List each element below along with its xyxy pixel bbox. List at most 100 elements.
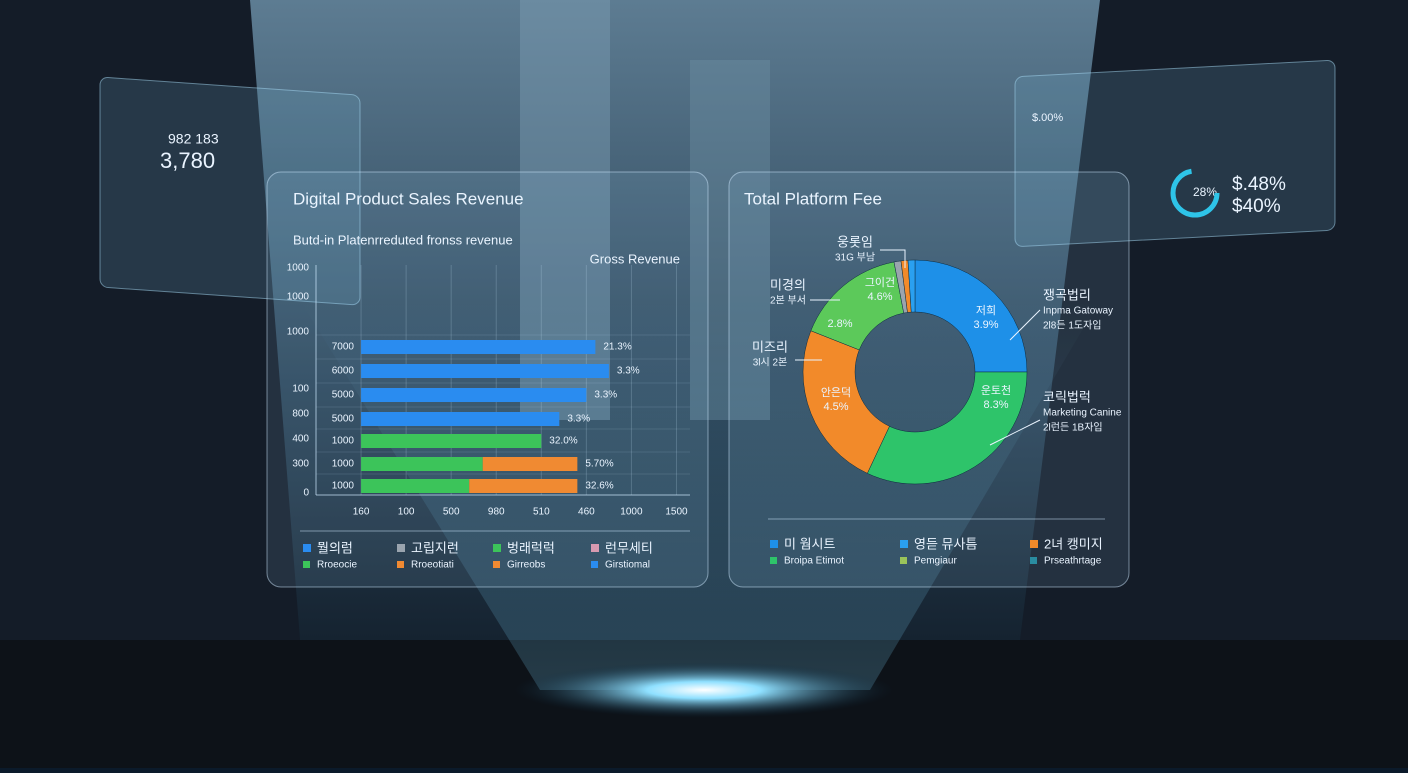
bar <box>361 457 483 471</box>
callout-text: Inpma Gatoway <box>1043 306 1113 317</box>
donut-segment <box>907 259 916 313</box>
panel-frame <box>1014 59 1336 247</box>
y-tick-label: 6000 <box>332 366 355 377</box>
bar-label: 3.3% <box>567 414 590 425</box>
legend-swatch <box>397 544 405 552</box>
x-tick-label: 980 <box>488 507 505 518</box>
axis-label: 400 <box>292 434 309 445</box>
x-tick-label: 500 <box>443 507 460 518</box>
series-label: Gross Revenue <box>590 251 680 266</box>
legend-swatch <box>591 544 599 552</box>
legend-swatch <box>591 561 598 568</box>
bar <box>469 479 578 493</box>
bar <box>361 364 609 378</box>
bar-label: 5.70% <box>585 459 613 470</box>
segment-text: 4.5% <box>823 401 848 413</box>
y-tick-label: 1000 <box>332 481 355 492</box>
floating-text: $.00% <box>1032 112 1063 124</box>
callout-text: 미경의 <box>770 277 806 292</box>
person-left <box>0 0 300 768</box>
y-tick-label: 5000 <box>332 414 355 425</box>
legend-sublabel: Pemgiaur <box>914 556 957 567</box>
segment-text: 3.9% <box>973 319 998 331</box>
legend-swatch <box>493 561 500 568</box>
floating-text: $40% <box>1232 196 1281 217</box>
legend-sublabel: Girreobs <box>507 560 545 571</box>
bar <box>361 434 542 448</box>
panel-frame <box>99 77 361 306</box>
axis-label: 1000 <box>287 292 310 303</box>
segment-text: 저희 <box>976 304 996 317</box>
callout-line <box>989 419 1041 446</box>
x-tick-label: 510 <box>533 507 550 518</box>
bar <box>482 457 578 471</box>
callout-text: 코릭법럭 <box>1043 389 1091 404</box>
legend-sublabel: Rroeotiati <box>411 560 454 571</box>
y-tick-label: 1000 <box>332 436 355 447</box>
axis-label: 1000 <box>287 327 310 338</box>
legend-sublabel: Prseathrtage <box>1044 556 1102 567</box>
legend-sublabel: Girstiomal <box>605 560 650 571</box>
legend-label: 벙래럭럭 <box>507 540 555 555</box>
legend-label: 영듣 뮤사틈 <box>914 536 977 551</box>
callout-line <box>1009 309 1041 341</box>
x-tick-label: 160 <box>353 507 370 518</box>
axis-label: 800 <box>292 409 309 420</box>
legend-label: 고립지런 <box>411 540 459 555</box>
bar-label: 32.0% <box>549 436 577 447</box>
bar <box>361 479 470 493</box>
callout-text: 미즈리 <box>752 339 788 354</box>
floating-text: $.48% <box>1232 174 1286 195</box>
floating-panel-right <box>1014 59 1336 247</box>
floating-text: 982 183 <box>168 131 219 147</box>
segment-text: 그이건 <box>865 276 895 289</box>
bar-label: 3.3% <box>617 366 640 377</box>
segment-text: 4.6% <box>867 291 892 303</box>
y-tick-label: 1000 <box>332 459 355 470</box>
bar <box>361 340 596 354</box>
person-right <box>1020 0 1408 768</box>
axis-label: 0 <box>303 488 309 499</box>
legend-swatch <box>1030 540 1038 548</box>
y-tick-label: 7000 <box>332 342 355 353</box>
callout-text: 2l런든 1B자입 <box>1043 421 1103 434</box>
bar-label: 3.3% <box>594 390 617 401</box>
donut-segment <box>802 330 890 474</box>
legend-label: 2녀 캥미지 <box>1044 536 1103 551</box>
legend-label: 뭘의럼 <box>317 540 353 555</box>
bar-label: 32.6% <box>585 481 613 492</box>
callout-line <box>880 249 906 268</box>
axis-label: 100 <box>292 384 309 395</box>
chart-title: Total Platform Fee <box>744 189 882 208</box>
segment-text: 2.8% <box>827 318 852 330</box>
axis-label: 1000 <box>287 263 310 274</box>
segment-text: 운토천 <box>981 383 1011 397</box>
segment-text: 8.3% <box>983 399 1008 411</box>
axis-label: 300 <box>292 459 309 470</box>
x-tick-label: 100 <box>398 507 415 518</box>
legend-swatch <box>900 557 907 564</box>
gauge <box>1170 168 1220 218</box>
floating-panel-left <box>99 77 361 306</box>
legend-swatch <box>1030 557 1037 564</box>
callout-text: 웅롯임 <box>837 234 873 249</box>
legend-swatch <box>303 561 310 568</box>
floating-text: 3,780 <box>160 148 215 173</box>
bar <box>361 412 560 426</box>
donut-segment <box>914 259 1028 373</box>
x-tick-label: 1000 <box>620 507 643 518</box>
legend-swatch <box>770 540 778 548</box>
x-tick-label: 460 <box>578 507 595 518</box>
bar-label: 21.3% <box>603 342 631 353</box>
legend-label: 런무세티 <box>605 540 653 555</box>
callout-text: 2본 부서 <box>770 295 806 307</box>
callout-text: 3l시 2본 <box>753 357 788 369</box>
panel-right <box>728 171 1130 588</box>
callout-text: 2l8든 1도자입 <box>1043 319 1102 332</box>
legend-label: 미 웜시트 <box>784 536 835 551</box>
segment-text: 안은덕 <box>821 386 851 399</box>
x-tick-label: 1500 <box>665 507 688 518</box>
callout-text: 쟁곡법리 <box>1043 287 1091 302</box>
